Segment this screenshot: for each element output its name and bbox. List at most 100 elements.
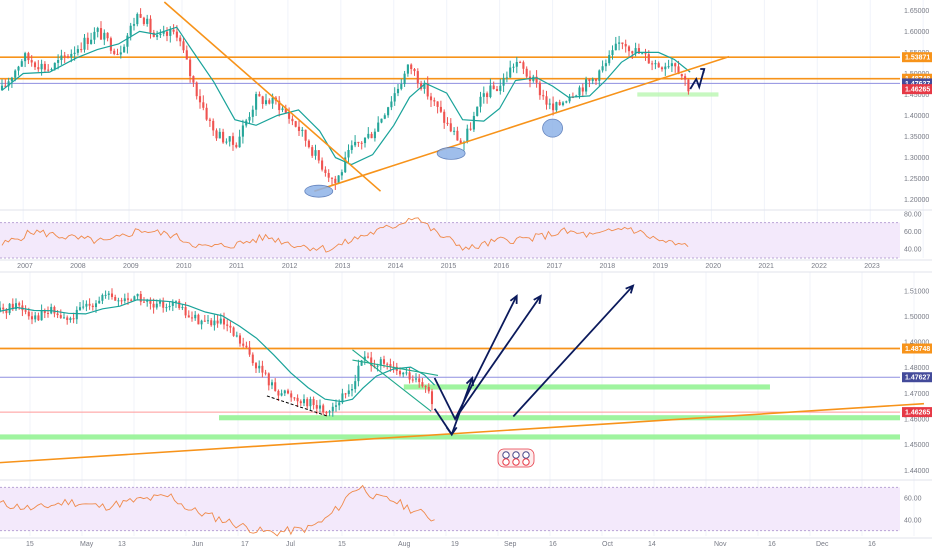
weekly-candle[interactable] [288, 112, 291, 119]
daily-candle[interactable] [18, 303, 21, 306]
weekly-candle[interactable] [340, 172, 343, 176]
daily-candle[interactable] [110, 293, 114, 297]
weekly-candle[interactable] [222, 131, 225, 143]
weekly-candle[interactable] [453, 130, 456, 132]
daily-candle[interactable] [152, 303, 155, 308]
weekly-candle[interactable] [624, 43, 627, 47]
weekly-candle[interactable] [57, 60, 60, 63]
daily-candle[interactable] [286, 390, 290, 394]
weekly-candle[interactable] [542, 95, 545, 97]
weekly-candle[interactable] [218, 131, 221, 139]
daily-candle[interactable] [56, 313, 59, 316]
daily-candle[interactable] [142, 301, 146, 303]
highlighted-low-marker[interactable] [436, 146, 466, 160]
weekly-candle[interactable] [581, 87, 584, 92]
weekly-candle[interactable] [268, 100, 271, 104]
trendline-top[interactable] [314, 55, 730, 192]
weekly-candle[interactable] [330, 177, 334, 179]
weekly-candle[interactable] [568, 97, 571, 102]
daily-candle[interactable] [283, 390, 286, 394]
weekly-candle[interactable] [618, 42, 621, 44]
weekly-candle[interactable] [591, 78, 594, 82]
weekly-candle[interactable] [324, 169, 327, 173]
weekly-candle[interactable] [383, 115, 386, 119]
weekly-candle[interactable] [7, 81, 10, 87]
weekly-candle[interactable] [472, 115, 475, 130]
weekly-candle[interactable] [50, 69, 53, 71]
daily-candle[interactable] [370, 357, 373, 366]
daily-candle[interactable] [114, 296, 117, 301]
daily-candle[interactable] [389, 364, 392, 367]
weekly-candle[interactable] [360, 142, 363, 144]
daily-candle[interactable] [210, 320, 213, 326]
weekly-candle[interactable] [604, 63, 607, 67]
weekly-candle[interactable] [565, 101, 568, 103]
weekly-candle[interactable] [667, 66, 670, 68]
weekly-candle[interactable] [660, 67, 664, 70]
weekly-candle[interactable] [515, 61, 518, 67]
weekly-candle[interactable] [479, 96, 482, 107]
weekly-candle[interactable] [634, 48, 637, 54]
daily-candle[interactable] [117, 300, 120, 302]
daily-candle[interactable] [357, 365, 360, 382]
weekly-candle[interactable] [37, 67, 40, 70]
weekly-candle[interactable] [182, 41, 185, 51]
daily-candle[interactable] [5, 309, 8, 314]
daily-candle[interactable] [306, 399, 309, 407]
weekly-candle[interactable] [17, 66, 20, 71]
daily-candle[interactable] [78, 307, 82, 310]
weekly-candle[interactable] [674, 63, 677, 67]
daily-candle[interactable] [75, 309, 78, 320]
weekly-candle[interactable] [228, 136, 231, 142]
weekly-candle[interactable] [664, 66, 667, 70]
weekly-candle[interactable] [251, 109, 254, 117]
weekly-candle[interactable] [400, 84, 403, 89]
weekly-candle[interactable] [502, 77, 505, 86]
weekly-candle[interactable] [416, 71, 419, 84]
weekly-candle[interactable] [654, 63, 657, 65]
weekly-candle[interactable] [578, 87, 581, 96]
weekly-candle[interactable] [499, 85, 502, 91]
weekly-candle[interactable] [535, 76, 538, 83]
weekly-candle[interactable] [202, 102, 205, 108]
daily-candle[interactable] [344, 393, 347, 395]
weekly-candle[interactable] [212, 120, 215, 131]
daily-candle[interactable] [242, 343, 245, 346]
daily-candle[interactable] [203, 320, 206, 322]
weekly-candle[interactable] [116, 53, 119, 55]
weekly-candle[interactable] [24, 53, 27, 62]
weekly-candle[interactable] [608, 55, 611, 64]
weekly-candle[interactable] [284, 108, 287, 113]
weekly-candle[interactable] [680, 74, 683, 77]
daily-candle[interactable] [309, 399, 312, 407]
weekly-candle[interactable] [53, 62, 56, 70]
weekly-candle[interactable] [20, 61, 23, 67]
weekly-candle[interactable] [175, 31, 178, 38]
weekly-candle[interactable] [552, 103, 555, 111]
weekly-candle[interactable] [113, 50, 116, 54]
weekly-candle[interactable] [109, 38, 112, 51]
weekly-candle[interactable] [307, 140, 310, 148]
weekly-candle[interactable] [647, 54, 650, 64]
weekly-candle[interactable] [519, 61, 522, 63]
weekly-candle[interactable] [311, 147, 314, 156]
weekly-candle[interactable] [466, 128, 469, 142]
daily-candle[interactable] [62, 317, 66, 319]
daily-candle[interactable] [101, 295, 104, 301]
daily-candle[interactable] [139, 293, 142, 302]
daily-candle[interactable] [136, 293, 139, 297]
weekly-candle[interactable] [70, 53, 73, 58]
daily-candle[interactable] [120, 300, 123, 302]
weekly-candle[interactable] [588, 79, 591, 82]
daily-candle[interactable] [322, 405, 325, 413]
weekly-candle[interactable] [90, 39, 93, 44]
daily-candle[interactable] [2, 307, 5, 310]
weekly-candle[interactable] [93, 31, 96, 40]
weekly-candle[interactable] [476, 106, 479, 116]
daily-candle[interactable] [424, 386, 427, 388]
daily-candle[interactable] [162, 301, 165, 308]
weekly-candle[interactable] [152, 32, 155, 37]
daily-candle[interactable] [213, 320, 216, 326]
weekly-candle[interactable] [317, 150, 320, 161]
